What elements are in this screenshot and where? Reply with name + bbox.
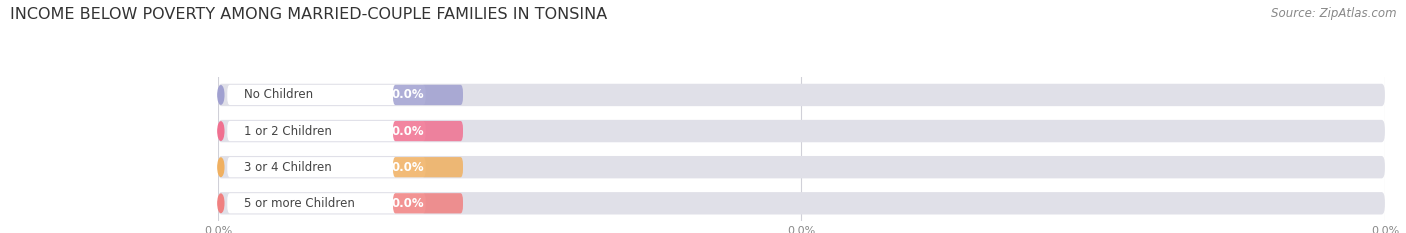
FancyBboxPatch shape — [218, 156, 1385, 178]
FancyBboxPatch shape — [228, 85, 426, 105]
Text: 0.0%: 0.0% — [392, 161, 425, 174]
Text: 5 or more Children: 5 or more Children — [243, 197, 354, 210]
Text: No Children: No Children — [243, 89, 312, 101]
Text: 0.0%: 0.0% — [392, 125, 425, 137]
Text: Source: ZipAtlas.com: Source: ZipAtlas.com — [1271, 7, 1396, 20]
Circle shape — [218, 86, 224, 104]
Text: INCOME BELOW POVERTY AMONG MARRIED-COUPLE FAMILIES IN TONSINA: INCOME BELOW POVERTY AMONG MARRIED-COUPL… — [10, 7, 607, 22]
FancyBboxPatch shape — [218, 84, 1385, 106]
FancyBboxPatch shape — [392, 157, 463, 177]
FancyBboxPatch shape — [392, 85, 463, 105]
FancyBboxPatch shape — [218, 120, 1385, 142]
Circle shape — [218, 122, 224, 140]
FancyBboxPatch shape — [228, 121, 426, 141]
Text: 0.0%: 0.0% — [392, 89, 425, 101]
FancyBboxPatch shape — [392, 121, 463, 141]
FancyBboxPatch shape — [218, 192, 1385, 215]
Text: 0.0%: 0.0% — [392, 197, 425, 210]
Text: 1 or 2 Children: 1 or 2 Children — [243, 125, 332, 137]
Text: 3 or 4 Children: 3 or 4 Children — [243, 161, 332, 174]
FancyBboxPatch shape — [392, 193, 463, 213]
Circle shape — [218, 194, 224, 212]
FancyBboxPatch shape — [228, 193, 426, 213]
Circle shape — [218, 158, 224, 176]
FancyBboxPatch shape — [228, 157, 426, 177]
